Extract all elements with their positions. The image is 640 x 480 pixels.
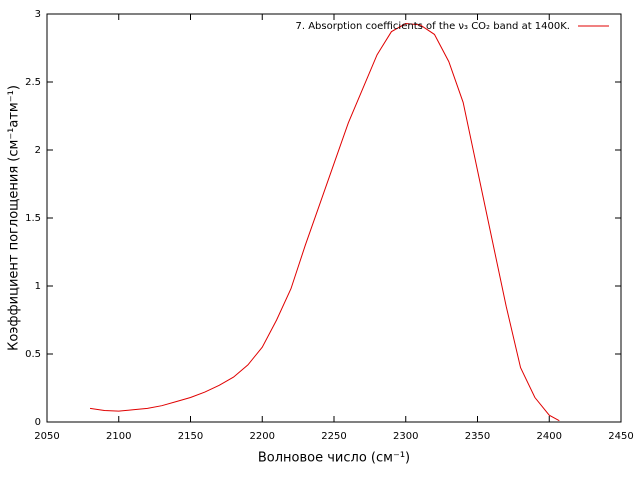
- legend-label: 7. Absorption coefficients of the ν₃ CO₂…: [295, 21, 570, 32]
- x-tick-label: 2450: [608, 431, 633, 442]
- x-tick-label: 2350: [465, 431, 490, 442]
- y-tick-label: 2.5: [25, 77, 41, 88]
- x-tick-label: 2150: [178, 431, 203, 442]
- y-tick-label: 0.5: [25, 349, 41, 360]
- y-tick-label: 0: [35, 417, 41, 428]
- x-tick-label: 2100: [106, 431, 131, 442]
- plot-frame: [46, 13, 622, 423]
- y-axis-label: Коэффициент поглощения (см⁻¹атм⁻¹): [7, 85, 22, 351]
- x-tick-label: 2300: [393, 431, 418, 442]
- y-tick-label: 2: [35, 145, 41, 156]
- x-tick-label: 2200: [250, 431, 275, 442]
- x-tick-label: 2250: [321, 431, 346, 442]
- y-tick-label: 1: [35, 281, 41, 292]
- x-tick-label: 2050: [34, 431, 59, 442]
- y-tick-label: 1.5: [25, 213, 41, 224]
- data-line: [89, 23, 560, 422]
- x-tick-label: 2400: [537, 431, 562, 442]
- y-tick-label: 3: [35, 9, 41, 20]
- x-axis-label: Волновое число (см⁻¹): [258, 451, 410, 466]
